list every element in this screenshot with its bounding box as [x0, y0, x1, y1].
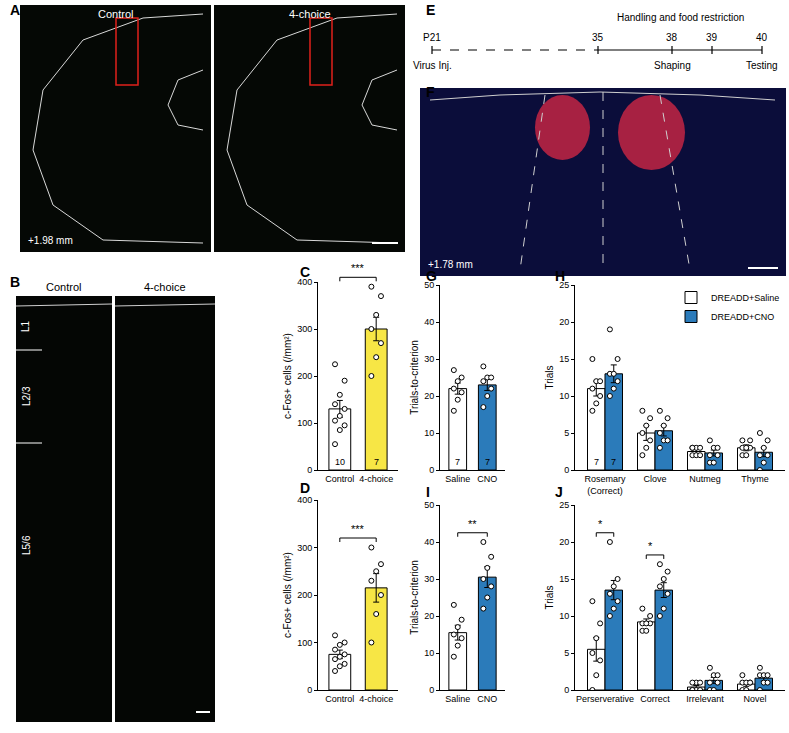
- svg-text:Control: Control: [46, 281, 81, 293]
- svg-text:39: 39: [706, 32, 718, 43]
- svg-text:Handling and food restriction: Handling and food restriction: [617, 12, 744, 23]
- svg-text:20: 20: [559, 537, 569, 547]
- svg-text:***: ***: [351, 262, 365, 274]
- svg-text:Rosemary(Correct): Rosemary(Correct): [584, 474, 626, 496]
- svg-text:B: B: [10, 274, 20, 290]
- svg-text:***: ***: [351, 523, 365, 535]
- svg-text:15: 15: [559, 574, 569, 584]
- svg-text:0: 0: [429, 685, 434, 695]
- svg-text:A: A: [10, 2, 20, 18]
- svg-text:Nutmeg: Nutmeg: [689, 474, 721, 484]
- svg-text:H: H: [555, 268, 565, 284]
- svg-text:L5/6: L5/6: [21, 535, 32, 555]
- svg-text:Testing: Testing: [746, 60, 778, 71]
- svg-text:7: 7: [374, 457, 379, 467]
- svg-text:DREADD+Saline: DREADD+Saline: [711, 293, 779, 303]
- svg-text:20: 20: [424, 391, 434, 401]
- svg-text:0: 0: [307, 465, 312, 475]
- svg-text:DREADD+CNO: DREADD+CNO: [711, 312, 774, 322]
- svg-text:0: 0: [307, 685, 312, 695]
- svg-text:Clove: Clove: [643, 474, 666, 484]
- svg-text:300: 300: [297, 543, 312, 553]
- svg-text:7: 7: [485, 457, 490, 467]
- svg-text:300: 300: [297, 324, 312, 334]
- svg-text:Virus Inj.: Virus Inj.: [413, 60, 452, 71]
- svg-text:4-choice: 4-choice: [359, 694, 393, 704]
- svg-text:I: I: [426, 484, 430, 500]
- svg-text:Shaping: Shaping: [654, 60, 691, 71]
- svg-text:7: 7: [594, 457, 599, 467]
- svg-text:*: *: [648, 540, 653, 552]
- svg-text:L1: L1: [20, 320, 31, 332]
- svg-text:c-Fos+ cells (/mm²): c-Fos+ cells (/mm²): [282, 333, 293, 419]
- svg-text:Control: Control: [325, 474, 354, 484]
- svg-text:40: 40: [424, 537, 434, 547]
- svg-text:P21: P21: [423, 32, 441, 43]
- svg-text:20: 20: [559, 317, 569, 327]
- svg-text:Trials: Trials: [544, 585, 555, 609]
- svg-text:L2/3: L2/3: [21, 386, 32, 406]
- svg-text:4-choice: 4-choice: [359, 474, 393, 484]
- svg-text:4-choice: 4-choice: [289, 8, 331, 20]
- svg-text:200: 200: [297, 590, 312, 600]
- svg-text:Control: Control: [325, 694, 354, 704]
- svg-text:+1.78 mm: +1.78 mm: [428, 259, 473, 270]
- svg-text:4-choice: 4-choice: [144, 281, 186, 293]
- svg-text:200: 200: [297, 371, 312, 381]
- svg-text:Irrelevant: Irrelevant: [686, 694, 724, 704]
- svg-text:20: 20: [424, 611, 434, 621]
- svg-text:CNO: CNO: [477, 474, 497, 484]
- svg-text:0: 0: [564, 465, 569, 475]
- svg-text:38: 38: [666, 32, 678, 43]
- svg-text:Perserverative: Perserverative: [576, 694, 634, 704]
- svg-text:F: F: [426, 84, 435, 100]
- svg-text:7: 7: [455, 457, 460, 467]
- svg-text:100: 100: [297, 638, 312, 648]
- svg-text:**: **: [468, 518, 477, 530]
- svg-text:10: 10: [335, 457, 345, 467]
- svg-text:Trials-to-criterion: Trials-to-criterion: [409, 560, 420, 635]
- svg-text:C: C: [300, 264, 310, 280]
- svg-text:7: 7: [611, 457, 616, 467]
- svg-text:+1.98 mm: +1.98 mm: [28, 235, 73, 246]
- svg-text:Saline: Saline: [445, 694, 470, 704]
- svg-text:25: 25: [559, 500, 569, 510]
- svg-text:30: 30: [424, 574, 434, 584]
- svg-text:10: 10: [424, 648, 434, 658]
- svg-text:Novel: Novel: [743, 694, 766, 704]
- svg-text:J: J: [555, 484, 563, 500]
- svg-text:*: *: [598, 518, 603, 530]
- svg-text:5: 5: [564, 428, 569, 438]
- svg-text:50: 50: [424, 280, 434, 290]
- svg-text:E: E: [426, 2, 435, 18]
- svg-text:25: 25: [559, 280, 569, 290]
- svg-text:40: 40: [756, 32, 768, 43]
- svg-text:400: 400: [297, 277, 312, 287]
- svg-text:c-Fos+ cells (/mm²): c-Fos+ cells (/mm²): [282, 552, 293, 638]
- svg-text:Thyme: Thyme: [741, 474, 769, 484]
- svg-text:Control: Control: [98, 8, 133, 20]
- svg-text:35: 35: [592, 32, 604, 43]
- svg-text:15: 15: [559, 354, 569, 364]
- svg-text:40: 40: [424, 317, 434, 327]
- svg-text:G: G: [426, 268, 437, 284]
- svg-text:100: 100: [297, 418, 312, 428]
- svg-text:10: 10: [559, 391, 569, 401]
- svg-text:0: 0: [564, 685, 569, 695]
- svg-text:400: 400: [297, 495, 312, 505]
- svg-text:10: 10: [559, 611, 569, 621]
- svg-text:Trials-to-criterion: Trials-to-criterion: [409, 340, 420, 415]
- svg-text:D: D: [300, 480, 310, 496]
- svg-text:10: 10: [424, 428, 434, 438]
- svg-text:50: 50: [424, 500, 434, 510]
- svg-text:0: 0: [429, 465, 434, 475]
- svg-text:30: 30: [424, 354, 434, 364]
- svg-text:Trials: Trials: [544, 365, 555, 389]
- svg-text:5: 5: [564, 648, 569, 658]
- svg-text:Correct: Correct: [640, 694, 670, 704]
- svg-text:Saline: Saline: [445, 474, 470, 484]
- svg-text:CNO: CNO: [477, 694, 497, 704]
